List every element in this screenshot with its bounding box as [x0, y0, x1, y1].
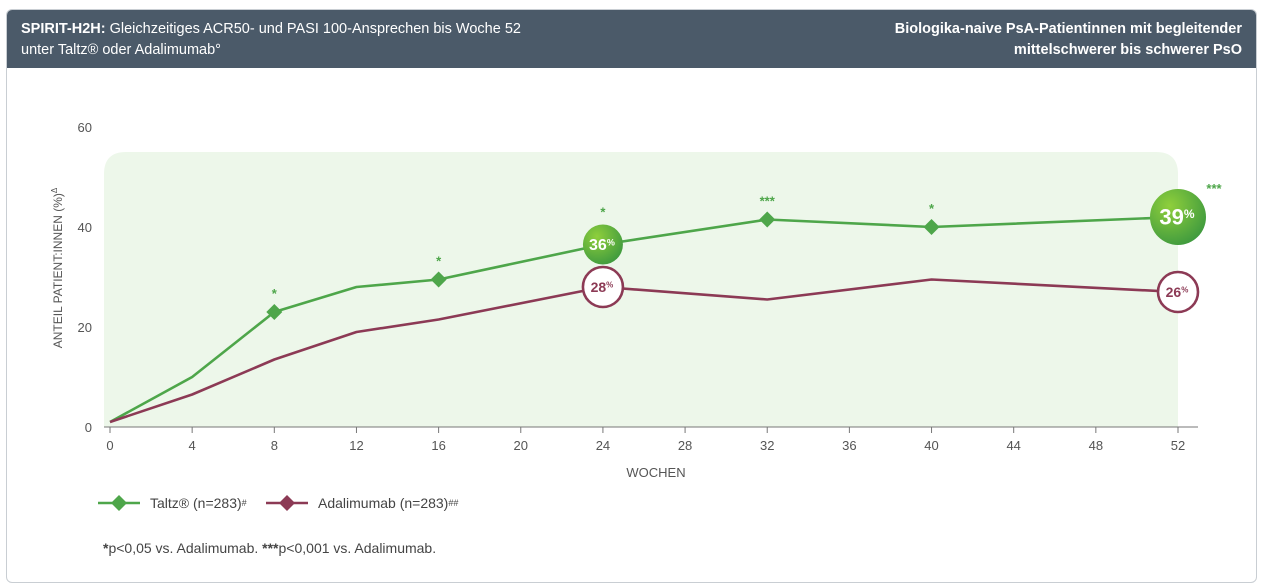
adalimumab-callout-circle	[1156, 270, 1200, 314]
legend-item-taltz: Taltz® (n=283) #	[96, 494, 247, 512]
significance-marker: *	[272, 286, 278, 301]
taltz-marker	[266, 304, 283, 320]
callout-unit: %	[606, 281, 613, 290]
taltz-callout-circle	[1150, 189, 1206, 245]
x-tick-label: 20	[514, 438, 528, 453]
chart-title: SPIRIT-H2H: Gleichzeitiges ACR50- und PA…	[21, 19, 521, 61]
significance-marker: *	[436, 254, 442, 269]
population-label: Biologika-naive PsA-Patientinnen mit beg…	[895, 19, 1242, 61]
x-tick-label: 12	[349, 438, 363, 453]
x-tick-label: 8	[271, 438, 278, 453]
callout-unit: %	[1184, 207, 1195, 221]
footnote-text-2: p<0,001 vs. Adalimumab.	[278, 540, 437, 556]
y-axis-title-text: ANTEIL PATIENT:INNEN (%)	[51, 193, 65, 348]
taltz-callout-value: 39%	[1159, 205, 1194, 230]
x-tick-label: 28	[678, 438, 692, 453]
y-tick-label: 0	[85, 420, 92, 435]
x-tick-label: 40	[924, 438, 938, 453]
x-axis-title: WOCHEN	[626, 465, 685, 480]
adalimumab-line	[109, 278, 1179, 424]
footnote: *p<0,05 vs. Adalimumab. ***p<0,001 vs. A…	[103, 540, 436, 556]
callout-unit: %	[607, 237, 615, 247]
legend-label-taltz: Taltz® (n=283)	[150, 495, 242, 511]
taltz-marker	[759, 211, 776, 228]
legend-sup-adalimumab: ##	[448, 498, 459, 508]
legend-item-adalimumab: Adalimumab (n=283) ##	[264, 494, 458, 512]
y-axis-title-sup: Δ	[50, 187, 59, 193]
y-tick-label: 40	[78, 220, 92, 235]
population-line-1: Biologika-naive PsA-Patientinnen mit beg…	[894, 21, 1242, 37]
x-tick-label: 48	[1089, 438, 1103, 453]
y-tick-label: 20	[78, 320, 92, 335]
x-tick-label: 32	[760, 438, 774, 453]
study-name: SPIRIT-H2H:	[21, 21, 106, 37]
significance-marker: ***	[1206, 181, 1222, 196]
significance-marker: *	[929, 201, 935, 216]
adalimumab-callout-circle	[581, 265, 625, 309]
footnote-text-1: p<0,05 vs. Adalimumab.	[108, 540, 263, 556]
adalimumab-legend-marker	[266, 495, 308, 511]
x-tick-label: 0	[106, 438, 113, 453]
adalimumab-callout-value: 26%	[1166, 284, 1189, 300]
footnote-mark-1: *	[103, 540, 109, 556]
taltz-callout-circle	[582, 224, 623, 265]
taltz-legend-marker	[98, 495, 140, 511]
population-line-2: mittelschwerer bis schwerer PsO	[1013, 42, 1242, 58]
footnote-mark-2: ***	[262, 540, 279, 556]
x-tick-label: 24	[596, 438, 610, 453]
taltz-marker	[430, 271, 447, 288]
callout-number: 26	[1166, 284, 1182, 300]
x-tick-label: 4	[189, 438, 196, 453]
callout-unit: %	[1181, 286, 1188, 295]
legend-label-adalimumab: Adalimumab (n=283)	[318, 495, 449, 511]
x-tick-label: 44	[1006, 438, 1020, 453]
significance-marker: *	[600, 205, 606, 220]
title-line-1: Gleichzeitiges ACR50- und PASI 100-Anspr…	[105, 21, 521, 37]
x-tick-label: 16	[431, 438, 445, 453]
callout-number: 28	[591, 279, 607, 295]
y-axis-title: ANTEIL PATIENT:INNEN (%)Δ	[50, 187, 65, 348]
taltz-marker	[923, 219, 940, 235]
callout-number: 39	[1159, 205, 1183, 230]
y-tick-label: 60	[78, 120, 92, 135]
title-line-2: unter Taltz® oder Adalimumab°	[21, 42, 221, 58]
significance-marker: ***	[760, 194, 776, 209]
taltz-callout-value: 36%	[589, 237, 615, 254]
header-bar: SPIRIT-H2H: Gleichzeitiges ACR50- und PA…	[7, 10, 1256, 68]
x-tick-label: 52	[1171, 438, 1185, 453]
adalimumab-callout-value: 28%	[591, 279, 614, 295]
callout-number: 36	[589, 237, 607, 254]
x-tick-label: 36	[842, 438, 856, 453]
legend-sup-taltz: #	[241, 498, 247, 508]
